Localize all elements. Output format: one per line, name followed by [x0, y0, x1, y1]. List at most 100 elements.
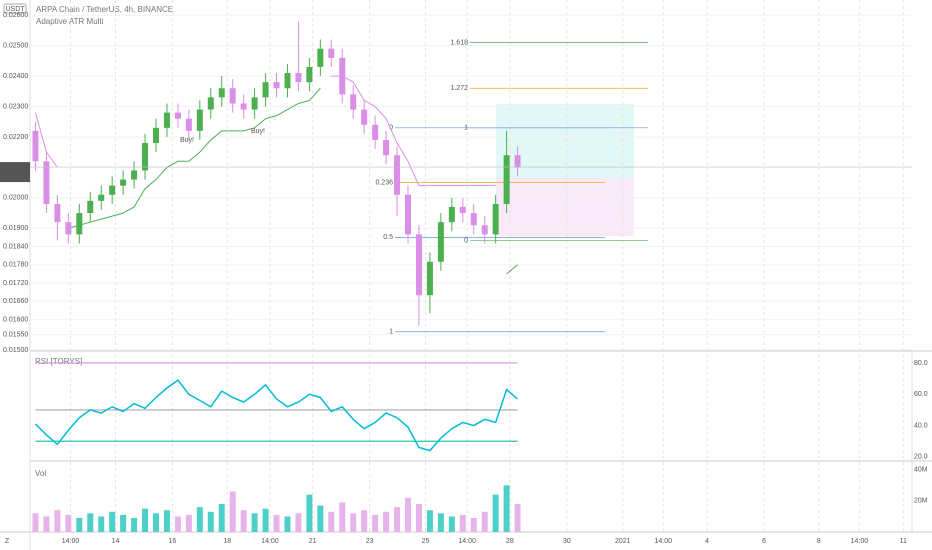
volume-bar	[448, 516, 455, 532]
volume-bar	[76, 518, 83, 532]
rsi-title: RSI [TORYS]	[35, 357, 82, 366]
x-tick-label: 23	[366, 538, 374, 545]
candle-body	[131, 170, 138, 180]
candle-body	[394, 155, 401, 195]
corner-label: Z	[5, 538, 10, 545]
candle-body	[32, 130, 39, 162]
volume-bar	[361, 510, 368, 532]
y-tick-label: 40M	[914, 467, 928, 474]
volume-bar	[317, 505, 324, 532]
volume-bar	[120, 514, 127, 532]
x-tick-label: 16	[169, 538, 177, 545]
candle-body	[273, 82, 280, 89]
volume-bar	[153, 513, 159, 532]
y-tick-label: 0.01660	[3, 298, 28, 305]
candle-body	[174, 112, 181, 119]
y-tick-label: 0.01550	[3, 332, 28, 339]
candle-body	[317, 48, 324, 67]
currency-box	[3, 3, 27, 14]
volume-bar	[394, 507, 401, 532]
candle-body	[295, 73, 302, 83]
volume-bar	[65, 514, 72, 532]
volume-bar	[98, 516, 105, 532]
volume-bar	[306, 494, 313, 532]
candle-body	[87, 200, 94, 214]
chart-title: ARPA Chain / TetherUS, 4h, BINANCE	[36, 5, 173, 14]
candle-body	[437, 222, 444, 262]
candle-body	[383, 140, 390, 156]
y-tick-label: 0.02600	[3, 12, 28, 19]
candle-body	[481, 225, 488, 235]
candle-body	[284, 73, 291, 89]
volume-bar	[284, 516, 291, 532]
volume-bar	[350, 513, 357, 532]
volume-bar	[514, 504, 521, 532]
volume-bar	[32, 513, 39, 532]
candle-body	[196, 109, 203, 131]
candle-body	[109, 185, 116, 195]
x-tick-label: 14:00	[458, 538, 476, 545]
candle-body	[207, 97, 214, 110]
candle-body	[76, 213, 83, 235]
candle-body	[361, 109, 368, 125]
volume-bar	[87, 513, 94, 532]
y-tick-label: 0.01720	[3, 280, 28, 287]
annotation: Buy!	[180, 137, 194, 144]
candle-body	[153, 127, 159, 144]
x-tick-label: 4	[705, 538, 709, 545]
y-tick-label: 0.02000	[3, 195, 28, 202]
volume-bar	[426, 510, 433, 532]
candle-body	[470, 213, 477, 226]
x-tick-label: 8	[817, 538, 821, 545]
x-tick-label: 14:00	[851, 538, 869, 545]
x-tick-label: 21	[309, 538, 317, 545]
y-tick-label: 0.02500	[3, 42, 28, 49]
volume-bar	[405, 497, 411, 532]
candle-body	[350, 94, 357, 110]
volume-bar	[142, 508, 149, 532]
x-tick-label: 14:00	[62, 538, 80, 545]
last-price-label: 0.02101	[3, 164, 28, 171]
volume-bar	[503, 485, 510, 532]
x-tick-label: 2021	[615, 538, 631, 545]
volume-bar	[415, 504, 422, 532]
volume-title: Vol	[35, 469, 46, 478]
volume-bar	[295, 513, 302, 532]
stop-zone	[496, 178, 634, 236]
candle-body	[43, 161, 50, 204]
y-tick-label: 0.01900	[3, 225, 28, 232]
candle-body	[328, 48, 335, 58]
candle-body	[415, 234, 422, 296]
y-tick-label: 0.01500	[3, 347, 28, 354]
candle-body	[65, 222, 72, 235]
x-tick-label: 14:00	[261, 538, 279, 545]
x-tick-label: 30	[563, 538, 571, 545]
candle-body	[142, 143, 149, 171]
stop-line	[68, 87, 518, 275]
candle-body	[251, 97, 258, 110]
x-tick-label: 28	[506, 538, 514, 545]
y-tick-label: 0.01600	[3, 316, 28, 323]
candle-body	[426, 261, 433, 296]
x-tick-label: 14	[112, 538, 120, 545]
y-tick-label: 0.01780	[3, 262, 28, 269]
y-tick-label: 0.02300	[3, 103, 28, 110]
fib-label: 1.618	[450, 39, 468, 46]
y-tick-label: 0.01840	[3, 243, 28, 250]
candle-body	[514, 155, 521, 168]
fib-label: 1	[389, 329, 393, 336]
candle-body	[306, 66, 313, 83]
y-tick-label: 20M	[914, 498, 928, 505]
candle-body	[339, 57, 346, 95]
y-tick-label: 60.0	[914, 391, 928, 398]
volume-bar	[207, 511, 214, 532]
candle-body	[448, 206, 455, 223]
volume-bar	[185, 514, 192, 532]
fib-label: 0	[464, 237, 468, 244]
y-tick-label: 0.02400	[3, 73, 28, 80]
candle-body	[98, 194, 105, 201]
y-tick-label: 20.0	[914, 454, 928, 461]
volume-bar	[196, 507, 203, 532]
